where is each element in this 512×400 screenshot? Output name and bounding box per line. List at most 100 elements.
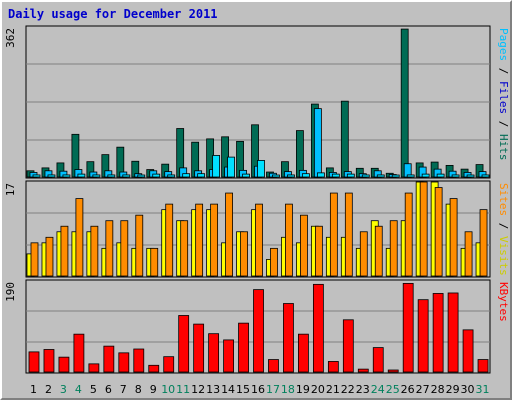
day-label-19: 19 [296, 383, 310, 396]
day-label-30: 30 [461, 383, 475, 396]
bar-pages-day-30 [466, 174, 475, 178]
bar-kbytes-day-20 [312, 283, 324, 373]
bar-pages-day-5 [92, 174, 101, 178]
day-label-1: 1 [30, 383, 37, 396]
bar-pages-day-16 [257, 160, 265, 178]
day-label-29: 29 [446, 383, 460, 396]
day-label-14: 14 [221, 383, 235, 396]
day-label-3: 3 [60, 383, 67, 396]
bar-sites-day-11 [180, 220, 189, 277]
day-label-6: 6 [105, 383, 112, 396]
day-label-24: 24 [371, 383, 385, 396]
bar-pages-day-27 [421, 173, 430, 178]
day-label-9: 9 [150, 383, 157, 396]
legend-part: Pages [497, 28, 510, 61]
legend-part: / [497, 61, 510, 81]
day-label-26: 26 [401, 383, 415, 396]
bar-pages-day-12 [197, 173, 206, 178]
panel-3-series-legend: KBytes [497, 282, 510, 322]
bar-kbytes-day-15 [238, 322, 249, 373]
day-label-11: 11 [176, 383, 190, 396]
bar-pages-day-2 [47, 174, 56, 178]
bar-kbytes-day-18 [283, 303, 294, 373]
day-label-2: 2 [45, 383, 52, 396]
legend-part: / [497, 114, 510, 134]
panel-2-series-legend: Sites / Visits [497, 183, 510, 276]
bar-pages-day-19 [302, 173, 310, 178]
legend-part: Files [497, 81, 510, 114]
bar-kbytes-day-30 [462, 329, 474, 373]
day-label-17: 17 [266, 383, 280, 396]
bar-pages-day-20 [316, 172, 325, 178]
bar-kbytes-day-12 [193, 323, 205, 373]
bar-pages-day-24 [376, 174, 385, 178]
bar-sites-day-27 [419, 181, 428, 277]
bar-pages-day-26 [406, 174, 415, 178]
bar-kbytes-day-11 [178, 315, 190, 373]
bar-kbytes-day-8 [133, 348, 145, 373]
legend-part: KBytes [497, 282, 510, 322]
bar-kbytes-day-7 [118, 352, 130, 373]
bar-sites-day-6 [105, 220, 114, 277]
bar-kbytes-day-10 [163, 356, 175, 373]
day-label-18: 18 [281, 383, 295, 396]
legend-part: Hits [497, 134, 510, 161]
day-label-23: 23 [356, 383, 370, 396]
day-label-20: 20 [311, 383, 325, 396]
bar-kbytes-day-14 [223, 339, 234, 373]
panel-1-series-legend: Pages / Files / Hits [497, 28, 510, 161]
bar-sites-day-7 [120, 220, 129, 277]
bar-pages-day-22 [346, 173, 355, 178]
bar-pages-day-11 [182, 173, 191, 178]
bar-pages-day-23 [361, 174, 370, 178]
panel-3-max-label: 190 [4, 282, 17, 302]
bar-kbytes-day-29 [447, 292, 459, 373]
legend-part: Visits [497, 236, 510, 276]
bar-sites-day-17 [270, 247, 278, 277]
bar-pages-day-17 [272, 174, 280, 178]
bar-pages-day-14 [227, 156, 235, 178]
legend-part: / [497, 216, 510, 236]
bar-sites-day-29 [449, 198, 458, 277]
bar-sites-day-26 [404, 192, 413, 277]
bar-sites-day-19 [300, 214, 308, 277]
bar-pages-day-15 [242, 173, 250, 178]
bar-kbytes-day-4 [73, 333, 85, 373]
bar-sites-day-22 [344, 192, 353, 277]
day-label-7: 7 [120, 383, 127, 396]
bar-kbytes-day-2 [43, 349, 55, 373]
bar-kbytes-day-19 [298, 333, 309, 373]
bar-kbytes-day-27 [417, 299, 429, 373]
bar-kbytes-day-26 [402, 282, 414, 373]
bar-sites-day-13 [210, 203, 219, 277]
bar-kbytes-day-13 [208, 333, 220, 373]
day-label-15: 15 [236, 383, 250, 396]
bar-sites-day-12 [195, 203, 204, 277]
day-label-13: 13 [206, 383, 220, 396]
bar-kbytes-day-3 [58, 356, 70, 373]
bar-pages-day-9 [152, 173, 161, 178]
bar-sites-day-16 [255, 203, 263, 277]
bar-sites-day-25 [389, 220, 398, 277]
bar-pages-day-25 [391, 174, 400, 178]
bar-pages-day-18 [287, 174, 295, 178]
day-label-16: 16 [251, 383, 265, 396]
bar-sites-day-28 [434, 187, 443, 277]
chart-title: Daily usage for December 2011 [8, 7, 218, 21]
bar-pages-day-28 [436, 173, 445, 178]
day-label-21: 21 [326, 383, 340, 396]
bar-sites-day-30 [464, 231, 473, 277]
bar-sites-day-18 [285, 203, 293, 277]
bar-sites-day-9 [150, 247, 159, 277]
bar-pages-day-21 [331, 173, 340, 178]
bar-kbytes-day-22 [342, 319, 354, 373]
bar-sites-day-2 [45, 236, 54, 277]
legend-part: Sites [497, 183, 510, 216]
bar-hits-day-22 [340, 100, 349, 178]
bar-kbytes-day-16 [253, 289, 264, 373]
day-label-12: 12 [191, 383, 205, 396]
bar-kbytes-day-31 [477, 359, 489, 373]
bar-kbytes-day-25 [387, 369, 399, 373]
